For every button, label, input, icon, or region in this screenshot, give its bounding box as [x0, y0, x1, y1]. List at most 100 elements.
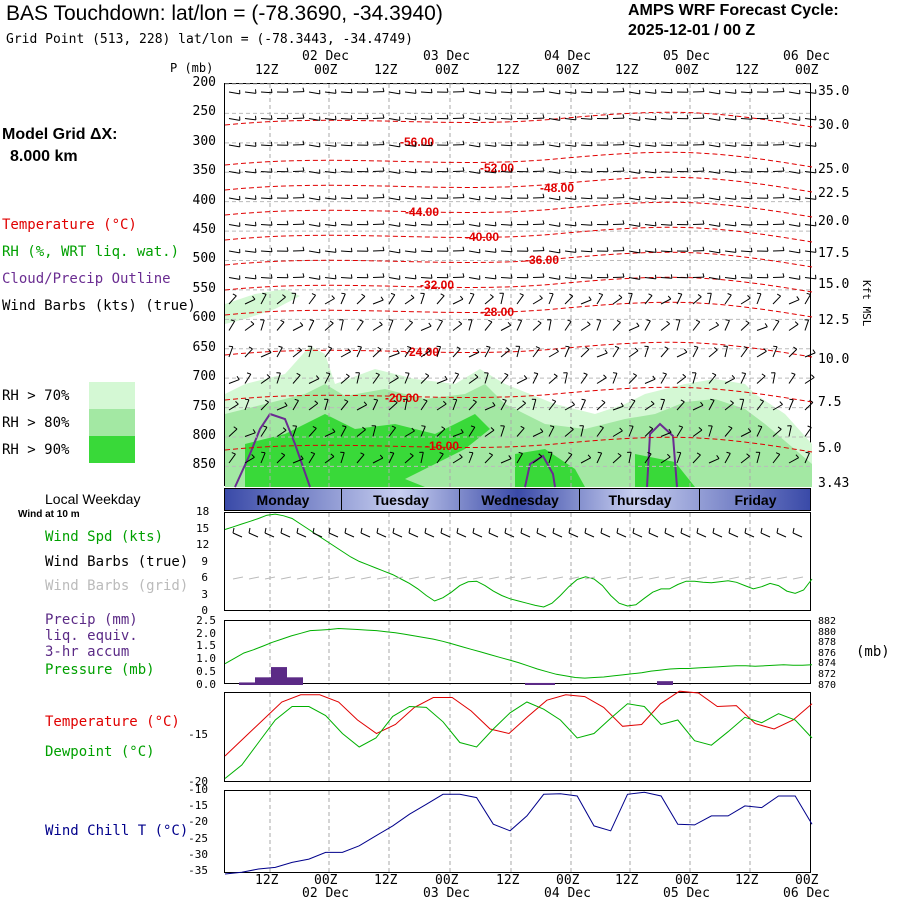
wind-barb-flag [716, 322, 719, 325]
wind-barb-flag [488, 320, 492, 322]
wind-barb-flag [607, 168, 608, 172]
wind-barb [645, 198, 656, 199]
wind-barb-flag [431, 168, 432, 172]
wind-barb-flag [767, 88, 768, 92]
wind-barb-true-flag [617, 528, 618, 533]
wind-barb-true-flag [425, 528, 426, 533]
wind-barb [373, 300, 383, 304]
wind-barb-flag [511, 221, 512, 225]
windchill-tick: -20 [186, 815, 208, 828]
wind-barb [405, 119, 416, 120]
wind-barb-true-flag [393, 528, 394, 533]
wind-barb-grid [233, 577, 243, 579]
rh90-label: RH > 90% [2, 442, 69, 458]
wind-barb [341, 251, 352, 252]
wind-barb [309, 321, 314, 331]
wind-barb [501, 375, 508, 383]
wind-barb [741, 278, 752, 279]
wind-barb [325, 225, 336, 226]
wind-barb [517, 321, 522, 331]
wind-barb-true [665, 533, 674, 537]
wind-barb [469, 119, 480, 121]
isotherm-label: -56.00 [400, 135, 434, 149]
wind-tick: 6 [196, 571, 208, 584]
wind-barb [501, 251, 512, 252]
wind-barb [501, 198, 512, 199]
wind-barb [309, 198, 320, 200]
wind-barb-flag [299, 348, 302, 351]
wind-barb-flag [441, 294, 445, 296]
wind-barb [709, 293, 711, 304]
wind-barb-flag [300, 322, 303, 325]
wind-barb-grid [665, 577, 675, 579]
wind-tick: 15 [196, 522, 208, 535]
time-tick-bottom: 12Z [496, 873, 519, 888]
wind-barb-grid [297, 577, 307, 579]
wind-barb [389, 145, 400, 147]
wind-barb [485, 145, 496, 146]
wind-barb [805, 251, 816, 252]
wind-barb-flag [623, 220, 624, 224]
wind-barb [709, 198, 720, 200]
dewpoint-line [225, 702, 812, 779]
windchill-tick: -15 [186, 799, 208, 812]
rh70-area [225, 289, 300, 324]
wind-barb [645, 278, 656, 279]
wind-barb [597, 295, 603, 304]
wind-barb-flag [278, 346, 282, 347]
wind-barb [709, 225, 720, 227]
wind-barb-flag [486, 346, 490, 347]
wind-barb [405, 323, 413, 331]
wind-barb-flag [591, 115, 592, 119]
wind-barb [341, 172, 352, 173]
wind-barb [725, 251, 736, 252]
wind-barb-flag [591, 248, 592, 252]
wind-barb-flag [447, 115, 448, 119]
temperature-panel [224, 692, 811, 782]
wind-barb-flag [247, 373, 251, 374]
wind-barb-flag [409, 321, 412, 323]
wind-barb-true [681, 533, 690, 537]
wind-barb-flag [447, 247, 448, 251]
wind-tick: 12 [196, 538, 208, 551]
wind-barb [741, 348, 747, 357]
wind-barb-grid [713, 577, 723, 579]
height-tick: 35.0 [818, 84, 849, 99]
isotherm-line [225, 152, 812, 167]
wind-barb [245, 251, 256, 252]
wind-barb [597, 402, 605, 410]
wind-barb-flag [663, 373, 667, 374]
wind-barb [805, 225, 816, 226]
wind-barb-flag [431, 248, 432, 252]
wind-barb [405, 172, 416, 173]
wind-barb [581, 349, 589, 357]
wind-barb-flag [431, 115, 432, 119]
wind-barb-true [329, 533, 338, 537]
wind-barb-flag [346, 374, 349, 376]
wind-barb-true-flag [793, 528, 794, 533]
wind-barb-grid [473, 577, 483, 579]
wind-barb-flag [767, 194, 768, 198]
wind-barb-flag [687, 115, 688, 119]
wind-barb-flag [751, 115, 752, 119]
wind-barb [661, 251, 672, 252]
height-tick: 10.0 [818, 352, 849, 367]
wind-barb-true [633, 533, 642, 537]
wind-barb [757, 294, 761, 304]
wind-barb [725, 119, 736, 120]
pressure-tick: 650 [184, 340, 216, 355]
wind-barb [421, 251, 432, 252]
wind-barb [325, 348, 332, 357]
wind-barb [725, 92, 736, 93]
wind-barb-flag [623, 273, 624, 277]
height-tick: 25.0 [818, 162, 849, 177]
wind-barb [565, 172, 576, 173]
wind-barb [389, 251, 400, 253]
wind-barb [453, 374, 459, 383]
precip-liq-label: liq. equiv. [45, 628, 138, 644]
pressure-tick: 250 [184, 104, 216, 119]
precip-bar [239, 682, 255, 685]
wind-barb-flag [534, 373, 538, 374]
windchill-plot [225, 791, 812, 874]
wind-barb [501, 145, 512, 146]
